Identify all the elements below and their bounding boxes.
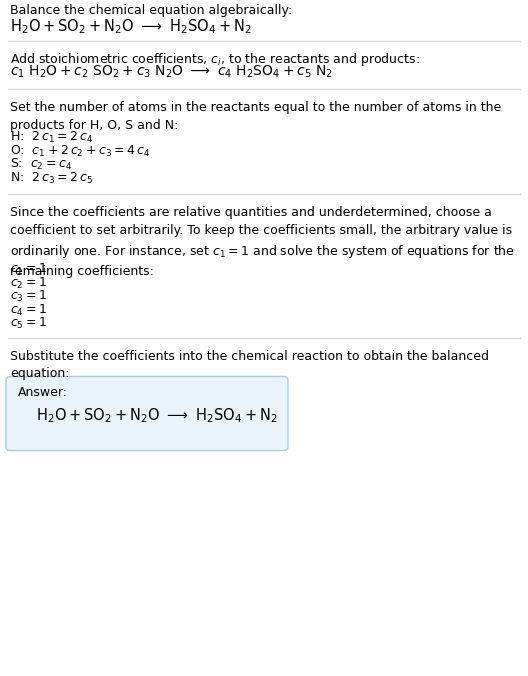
Text: Set the number of atoms in the reactants equal to the number of atoms in the
pro: Set the number of atoms in the reactants… <box>10 101 501 132</box>
Text: $\mathrm{H_2O + SO_2 + N_2O}\ \longrightarrow\ \mathrm{H_2SO_4 + N_2}$: $\mathrm{H_2O + SO_2 + N_2O}\ \longright… <box>10 18 252 37</box>
Text: Since the coefficients are relative quantities and underdetermined, choose a
coe: Since the coefficients are relative quan… <box>10 206 515 278</box>
Text: N:  $2\,c_3 = 2\,c_5$: N: $2\,c_3 = 2\,c_5$ <box>10 170 93 186</box>
Text: Substitute the coefficients into the chemical reaction to obtain the balanced
eq: Substitute the coefficients into the che… <box>10 349 489 381</box>
Text: Answer:: Answer: <box>18 387 68 400</box>
FancyBboxPatch shape <box>6 377 288 450</box>
Text: Balance the chemical equation algebraically:: Balance the chemical equation algebraica… <box>10 4 293 17</box>
Text: $c_4 = 1$: $c_4 = 1$ <box>10 302 47 318</box>
Text: O:  $c_1 + 2\,c_2 + c_3 = 4\,c_4$: O: $c_1 + 2\,c_2 + c_3 = 4\,c_4$ <box>10 143 150 159</box>
Text: Add stoichiometric coefficients, $c_i$, to the reactants and products:: Add stoichiometric coefficients, $c_i$, … <box>10 51 420 68</box>
Text: $c_3 = 1$: $c_3 = 1$ <box>10 289 47 304</box>
Text: $\mathrm{H_2O + SO_2 + N_2O}\ \longrightarrow\ \mathrm{H_2SO_4 + N_2}$: $\mathrm{H_2O + SO_2 + N_2O}\ \longright… <box>36 406 278 425</box>
Text: $c_1 = 1$: $c_1 = 1$ <box>10 262 47 277</box>
Text: S:  $c_2 = c_4$: S: $c_2 = c_4$ <box>10 157 72 172</box>
Text: $c_1\ \mathrm{H_2O} + c_2\ \mathrm{SO_2} + c_3\ \mathrm{N_2O}\ \longrightarrow\ : $c_1\ \mathrm{H_2O} + c_2\ \mathrm{SO_2}… <box>10 64 333 80</box>
Text: $c_5 = 1$: $c_5 = 1$ <box>10 316 47 331</box>
Text: H:  $2\,c_1 = 2\,c_4$: H: $2\,c_1 = 2\,c_4$ <box>10 130 93 145</box>
Text: $c_2 = 1$: $c_2 = 1$ <box>10 276 47 291</box>
